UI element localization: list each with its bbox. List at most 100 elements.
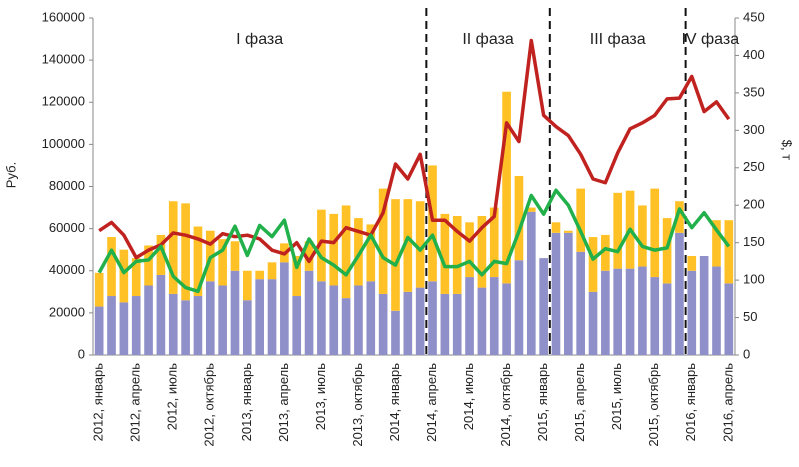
bar bbox=[243, 300, 252, 355]
bar bbox=[94, 272, 104, 307]
bar bbox=[551, 222, 561, 233]
bar bbox=[292, 296, 302, 355]
y-tick-label: 60000 bbox=[49, 220, 85, 235]
bar bbox=[588, 237, 598, 292]
bar bbox=[366, 224, 376, 282]
y2-tick-label: 150 bbox=[743, 234, 765, 249]
bar bbox=[119, 249, 129, 303]
bar bbox=[564, 232, 573, 355]
bar bbox=[477, 287, 487, 355]
bar bbox=[218, 239, 227, 286]
bar bbox=[168, 293, 178, 355]
line-series bbox=[97, 188, 731, 294]
x-tick-label: 2016, январь bbox=[683, 363, 698, 442]
y2-tick-label: 450 bbox=[743, 9, 765, 24]
x-tick-label: 2013, июль bbox=[313, 363, 328, 430]
bar bbox=[415, 201, 425, 288]
bar bbox=[638, 205, 647, 267]
bar bbox=[514, 175, 524, 261]
bar bbox=[168, 201, 178, 294]
x-tick-label: 2015, апрель bbox=[572, 363, 587, 442]
x-tick-label: 2016, апрель bbox=[720, 363, 735, 442]
bar bbox=[601, 270, 610, 355]
bar bbox=[317, 209, 326, 282]
bar bbox=[452, 215, 462, 294]
bar bbox=[341, 298, 351, 355]
y2-tick-label: 300 bbox=[743, 122, 765, 137]
bar bbox=[514, 260, 524, 355]
bar bbox=[588, 291, 598, 355]
bar bbox=[576, 188, 585, 252]
bar bbox=[662, 283, 672, 355]
y2-tick-label: 250 bbox=[743, 159, 765, 174]
bar bbox=[724, 283, 734, 355]
bar bbox=[502, 283, 511, 355]
bar bbox=[477, 215, 487, 288]
bar bbox=[526, 211, 536, 355]
bar bbox=[341, 205, 351, 299]
bar bbox=[193, 226, 203, 297]
x-tick-label: 2014, январь bbox=[387, 363, 402, 442]
x-tick-label: 2015, октябрь bbox=[646, 363, 661, 447]
bar bbox=[144, 285, 153, 355]
bar bbox=[354, 285, 363, 355]
bar bbox=[452, 293, 462, 355]
bar bbox=[304, 241, 314, 271]
bar bbox=[428, 281, 437, 355]
bar bbox=[156, 274, 166, 355]
bar bbox=[526, 207, 536, 212]
phase-label: II фаза bbox=[462, 31, 514, 48]
y-tick-label: 120000 bbox=[42, 94, 85, 109]
bar bbox=[378, 188, 388, 294]
bar bbox=[415, 287, 425, 355]
y-tick-label: 100000 bbox=[42, 136, 85, 151]
y2-tick-label: 100 bbox=[743, 272, 765, 287]
x-tick-label: 2014, июль bbox=[461, 363, 476, 430]
bar bbox=[205, 281, 215, 355]
bar bbox=[440, 293, 450, 355]
x-tick-label: 2012, апрель bbox=[128, 363, 143, 442]
y2-tick-label: 0 bbox=[743, 346, 750, 361]
bar bbox=[107, 296, 116, 355]
bar bbox=[712, 266, 721, 355]
x-tick-label: 2013, октябрь bbox=[350, 363, 365, 447]
bar bbox=[181, 203, 190, 301]
x-tick-label: 2015, январь bbox=[535, 363, 550, 442]
phase-label: III фаза bbox=[590, 31, 646, 48]
bar bbox=[712, 220, 721, 267]
bar bbox=[354, 218, 363, 286]
bar bbox=[551, 232, 561, 355]
bar bbox=[662, 218, 672, 284]
bar bbox=[465, 277, 474, 355]
bar bbox=[131, 296, 141, 355]
y-tick-label: 140000 bbox=[42, 52, 85, 67]
bar bbox=[502, 91, 511, 284]
y2-tick-label: 400 bbox=[743, 47, 765, 62]
x-tick-label: 2014, октябрь bbox=[498, 363, 513, 447]
bar bbox=[378, 293, 388, 355]
bar bbox=[329, 213, 339, 286]
y-tick-label: 40000 bbox=[49, 262, 85, 277]
bar bbox=[576, 251, 585, 355]
bar bbox=[687, 256, 697, 271]
bar bbox=[317, 281, 326, 355]
bar bbox=[119, 302, 129, 355]
y-tick-label: 20000 bbox=[49, 304, 85, 319]
bar bbox=[243, 270, 252, 301]
phase-label: IV фаза bbox=[681, 31, 739, 48]
bar bbox=[391, 199, 400, 311]
bar bbox=[403, 199, 413, 292]
bar bbox=[255, 279, 264, 355]
bar bbox=[650, 188, 660, 278]
bar bbox=[699, 256, 709, 355]
x-tick-label: 2013, апрель bbox=[276, 363, 291, 442]
bar bbox=[144, 245, 153, 286]
bar bbox=[539, 258, 548, 355]
bar bbox=[181, 300, 190, 355]
line-series bbox=[98, 38, 731, 264]
bar bbox=[255, 270, 264, 280]
bar bbox=[366, 281, 376, 355]
bar bbox=[465, 222, 474, 278]
bar bbox=[230, 241, 240, 271]
